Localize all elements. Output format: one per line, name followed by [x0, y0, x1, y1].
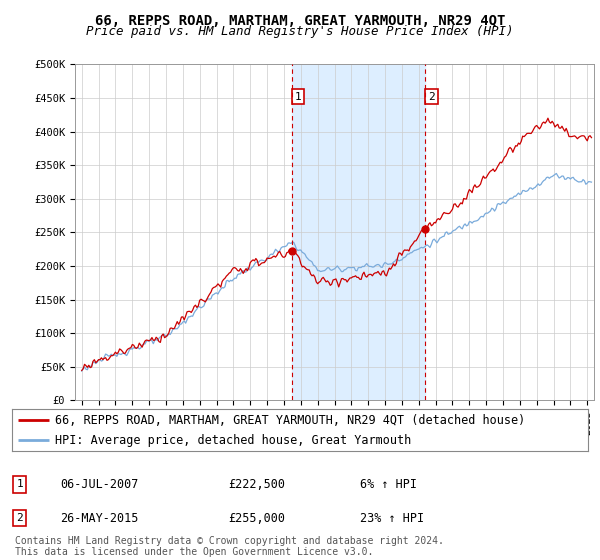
Text: 1: 1 — [295, 92, 302, 102]
Text: Price paid vs. HM Land Registry's House Price Index (HPI): Price paid vs. HM Land Registry's House … — [86, 25, 514, 38]
Text: 6% ↑ HPI: 6% ↑ HPI — [360, 478, 417, 491]
Text: 1: 1 — [16, 479, 23, 489]
Text: 2: 2 — [16, 513, 23, 523]
Text: Contains HM Land Registry data © Crown copyright and database right 2024.
This d: Contains HM Land Registry data © Crown c… — [15, 535, 444, 557]
Text: 06-JUL-2007: 06-JUL-2007 — [60, 478, 139, 491]
Text: 26-MAY-2015: 26-MAY-2015 — [60, 511, 139, 525]
Text: 23% ↑ HPI: 23% ↑ HPI — [360, 511, 424, 525]
Text: £222,500: £222,500 — [228, 478, 285, 491]
Text: 2: 2 — [428, 92, 435, 102]
Text: HPI: Average price, detached house, Great Yarmouth: HPI: Average price, detached house, Grea… — [55, 434, 412, 447]
Text: 66, REPPS ROAD, MARTHAM, GREAT YARMOUTH, NR29 4QT (detached house): 66, REPPS ROAD, MARTHAM, GREAT YARMOUTH,… — [55, 414, 526, 427]
Text: £255,000: £255,000 — [228, 511, 285, 525]
Text: 66, REPPS ROAD, MARTHAM, GREAT YARMOUTH, NR29 4QT: 66, REPPS ROAD, MARTHAM, GREAT YARMOUTH,… — [95, 14, 505, 28]
Bar — [292, 64, 425, 400]
